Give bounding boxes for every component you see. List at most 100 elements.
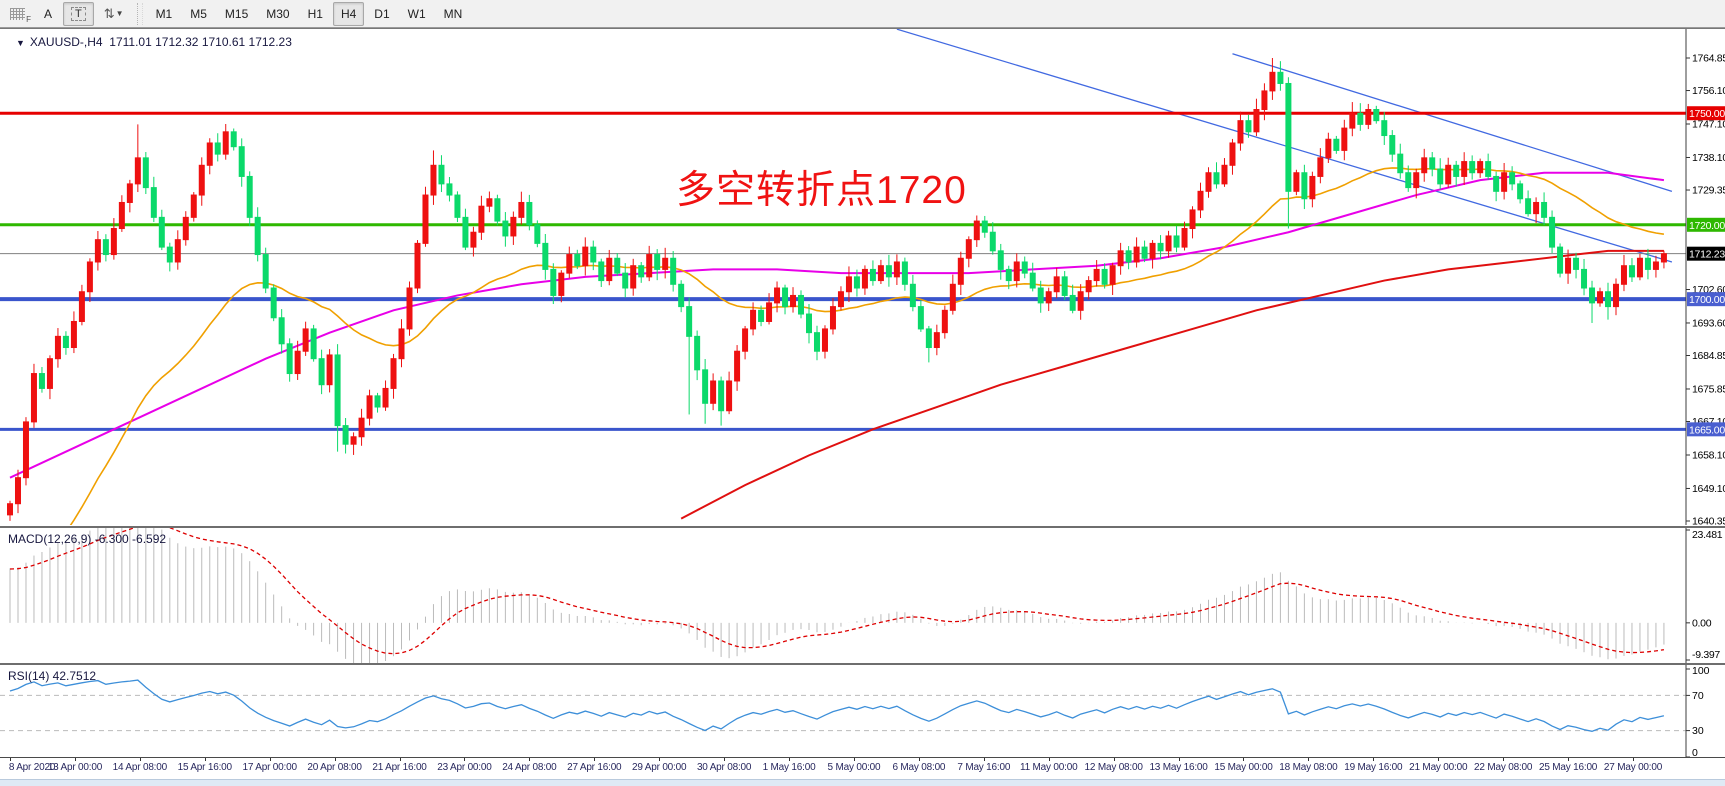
candle-body xyxy=(1149,242,1156,259)
candle-body xyxy=(1565,257,1572,274)
time-label: 27 Apr 16:00 xyxy=(567,762,622,773)
timeframe-h1-button[interactable]: H1 xyxy=(307,6,323,21)
candle-body xyxy=(869,268,876,282)
time-label: 15 Apr 16:00 xyxy=(177,762,233,773)
candle-body xyxy=(374,395,381,408)
rsi-panel[interactable]: 100 70 30 0 RSI(14) 42.7512 xyxy=(0,663,1725,758)
candle-body xyxy=(1597,291,1604,304)
timeframe-m1-button[interactable]: M1 xyxy=(155,6,173,21)
time-label: 22 May 08:00 xyxy=(1474,762,1533,773)
time-tick xyxy=(853,758,855,761)
candle-body xyxy=(782,287,789,308)
macd-tick-label: -9.397 xyxy=(1692,649,1720,661)
time-tick xyxy=(983,758,985,761)
rsi-chart[interactable]: 100 70 30 0 xyxy=(0,665,1725,758)
time-label: 6 May 08:00 xyxy=(892,762,946,773)
candle-body xyxy=(630,265,637,289)
candle-body xyxy=(1501,172,1508,192)
time-tick xyxy=(10,758,11,761)
timeframe-d1-button[interactable]: D1 xyxy=(374,6,390,21)
candle-body xyxy=(270,287,277,319)
candle-body xyxy=(590,246,597,263)
candle-body xyxy=(486,198,493,207)
candle-body xyxy=(326,354,333,386)
candlestick-chart[interactable]: 1764.851756.101747.101738.101729.351702.… xyxy=(0,29,1725,525)
candle-body xyxy=(182,216,189,241)
candle-body xyxy=(885,265,892,278)
candle-body xyxy=(1325,138,1332,159)
candle-body xyxy=(342,425,349,445)
candle-body xyxy=(102,239,109,256)
rsi-tick-label: 0 xyxy=(1692,747,1698,758)
timeframe-w1-button[interactable]: W1 xyxy=(407,6,426,21)
candle-body xyxy=(1397,153,1404,174)
blue-trendline[interactable] xyxy=(896,29,1673,263)
candle-body xyxy=(853,276,860,289)
candle-body xyxy=(933,332,940,349)
candle-body xyxy=(806,313,812,334)
candle-body xyxy=(813,332,820,352)
price-badge-label: 1712.23 xyxy=(1689,249,1725,261)
candle-body xyxy=(502,220,509,237)
candle-body xyxy=(1245,120,1252,133)
candle-body xyxy=(1652,261,1659,270)
time-label: 13 May 16:00 xyxy=(1149,762,1208,773)
candle-body xyxy=(638,265,645,278)
candle-body xyxy=(150,187,157,218)
candle-body xyxy=(54,335,61,360)
price-badge xyxy=(1687,422,1725,437)
candle-body xyxy=(1053,276,1060,293)
macd-panel[interactable]: 23.481 0.00 -9.397 MACD(12,26,9) -6.300 -6… xyxy=(0,526,1725,663)
indicators-grid-button[interactable]: F xyxy=(2,2,33,26)
price-badge xyxy=(1687,246,1725,261)
price-tick-label: 1738.10 xyxy=(1692,152,1725,164)
candle-body xyxy=(742,328,749,352)
cursor-tool-button[interactable]: ⇅ ▼ xyxy=(96,2,132,26)
arrows-icon: ⇅ xyxy=(103,5,115,21)
font-tool-button[interactable]: A xyxy=(35,2,61,26)
candle-body xyxy=(925,328,932,349)
timeframe-m5-button[interactable]: M5 xyxy=(190,6,207,21)
timeframe-mn-button[interactable]: MN xyxy=(443,6,463,21)
time-tick xyxy=(74,758,76,761)
chart-annotation-text[interactable]: 多空转折点1720 xyxy=(676,169,967,212)
time-label: 21 Apr 16:00 xyxy=(372,762,427,773)
time-axis[interactable]: 8 Apr 2020 13 Apr 00:00 14 Apr 08:00 15 Apr… xyxy=(0,757,1725,778)
candle-body xyxy=(973,220,980,241)
candle-body xyxy=(893,261,900,278)
time-tick xyxy=(529,758,531,761)
candle-body xyxy=(1333,138,1340,151)
candle-body xyxy=(1085,280,1092,293)
candle-body xyxy=(1309,175,1316,200)
candle-body xyxy=(1620,265,1627,285)
time-label: 1 May 16:00 xyxy=(762,762,816,773)
symbol-dropdown-icon[interactable]: ▼ xyxy=(16,38,25,48)
time-label: 18 May 08:00 xyxy=(1279,762,1338,773)
candle-body xyxy=(278,317,285,345)
text-tool-button[interactable]: T xyxy=(63,1,94,26)
candle-body xyxy=(1381,120,1388,137)
candle-body xyxy=(494,198,501,222)
candle-body xyxy=(1421,157,1428,174)
main-chart-panel[interactable]: 1764.85 1756.10 1747.10 1738.10 1729.35 1702.… xyxy=(0,28,1725,525)
candle-body xyxy=(350,436,357,445)
candle-body xyxy=(1293,172,1300,192)
toolbar: F A T ⇅ ▼ M1 M5 M15 M30 H1 H4 D1 W1 MN xyxy=(0,0,1725,28)
blue-trendline[interactable] xyxy=(1232,53,1673,192)
candle-body xyxy=(1285,82,1292,192)
macd-indicator-label: MACD(12,26,9) -6.300 -6.592 xyxy=(8,532,167,546)
timeframe-m15-button[interactable]: M15 xyxy=(224,6,249,21)
candle-body xyxy=(1573,257,1580,270)
candle-body xyxy=(702,369,709,404)
candle-body xyxy=(30,373,37,423)
candle-body xyxy=(1029,272,1036,289)
candle-body xyxy=(558,272,565,296)
candle-body xyxy=(1525,198,1532,215)
timeframe-h4-button[interactable]: H4 xyxy=(332,1,365,26)
candle-body xyxy=(206,142,213,166)
candle-body xyxy=(566,254,573,274)
timeframe-m30-button[interactable]: M30 xyxy=(266,6,290,21)
chart-ohlc-values: 1711.01 1712.32 1710.61 1712.23 xyxy=(109,35,292,49)
macd-chart[interactable]: 23.481 0.00 -9.397 xyxy=(0,528,1725,663)
price-badge xyxy=(1687,292,1725,307)
